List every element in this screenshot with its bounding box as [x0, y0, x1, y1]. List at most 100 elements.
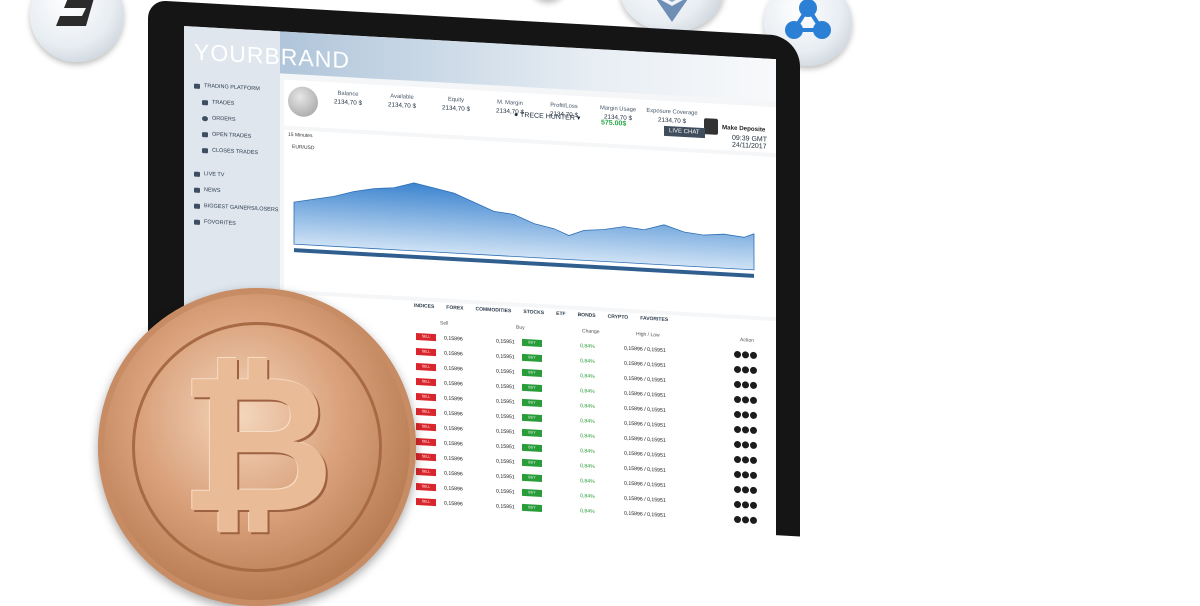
buy-button[interactable]: BUY — [522, 488, 542, 498]
chart-icon[interactable] — [742, 366, 749, 374]
buy-price: 0,15951 — [496, 473, 515, 481]
stat-exposure: Exposure Coverage 2134,70 $ — [646, 107, 698, 126]
sell-button[interactable]: SELL — [416, 407, 436, 417]
info-icon[interactable] — [734, 380, 741, 389]
chart-icon[interactable] — [742, 471, 749, 479]
price-area-chart — [293, 182, 755, 278]
sell-price: 0,15896 — [444, 335, 463, 343]
favorite-icon[interactable] — [750, 426, 757, 435]
chart-icon[interactable] — [742, 456, 749, 464]
chart-icon[interactable] — [742, 441, 749, 449]
tab-etf[interactable]: ETF — [556, 310, 566, 318]
favorite-icon[interactable] — [750, 396, 757, 405]
chart-icon[interactable] — [742, 501, 749, 509]
sell-button[interactable]: SELL — [416, 362, 436, 372]
favorite-icon[interactable] — [750, 411, 757, 420]
favorite-icon[interactable] — [750, 441, 757, 450]
info-icon[interactable] — [734, 500, 741, 509]
buy-button[interactable]: BUY — [522, 368, 542, 378]
row-actions — [734, 440, 757, 450]
star-icon — [194, 219, 200, 225]
change-value: 0,84% — [580, 373, 595, 380]
bitcoin-coin-icon: ₿ — [98, 288, 416, 606]
tab-bonds[interactable]: BONDS — [577, 312, 596, 320]
info-icon[interactable] — [734, 350, 741, 359]
row-actions — [734, 380, 757, 390]
buy-button[interactable]: BUY — [522, 413, 542, 423]
tab-favorites[interactable]: FAVORITES — [640, 315, 669, 324]
col-sell: Sell — [440, 320, 449, 327]
avatar[interactable] — [288, 85, 318, 118]
sell-button[interactable]: SELL — [416, 482, 436, 492]
tab-forex[interactable]: FOREX — [446, 304, 464, 312]
chart-icon[interactable] — [742, 411, 749, 419]
tablet-device: YOURBRAND TRADING PLATFORM TRADES ORDERS… — [148, 0, 800, 550]
sell-button[interactable]: SELL — [416, 452, 436, 462]
buy-button[interactable]: BUY — [522, 443, 542, 453]
sell-price: 0,15896 — [444, 485, 463, 493]
tab-indices[interactable]: INDICES — [414, 302, 435, 311]
info-icon[interactable] — [734, 395, 741, 404]
sell-button[interactable]: SELL — [416, 377, 436, 387]
buy-price: 0,15951 — [496, 458, 515, 466]
buy-button[interactable]: BUY — [522, 458, 542, 468]
sell-button[interactable]: SELL — [416, 422, 436, 432]
col-change: Change — [582, 328, 600, 336]
info-icon[interactable] — [734, 440, 741, 449]
buy-button[interactable]: BUY — [522, 353, 542, 363]
buy-price: 0,15951 — [496, 413, 515, 421]
tab-stocks[interactable]: STOCKS — [523, 308, 545, 317]
timeframe-selector[interactable]: 15 Minutes — [288, 131, 313, 140]
chart-icon[interactable] — [742, 486, 749, 494]
favorite-icon[interactable] — [750, 456, 757, 465]
sell-button[interactable]: SELL — [416, 437, 436, 447]
change-value: 0,84% — [580, 448, 595, 455]
buy-button[interactable]: BUY — [522, 473, 542, 483]
info-icon[interactable] — [734, 470, 741, 479]
tv-icon — [194, 171, 200, 177]
chart-icon[interactable] — [742, 516, 749, 524]
row-actions — [734, 500, 757, 510]
info-icon[interactable] — [734, 485, 741, 494]
sort-icon — [194, 203, 200, 209]
buy-button[interactable]: BUY — [522, 383, 542, 393]
row-actions — [734, 365, 757, 375]
favorite-icon[interactable] — [750, 366, 757, 375]
favorite-icon[interactable] — [750, 351, 757, 360]
sell-button[interactable]: SELL — [416, 497, 436, 507]
deposit-icon — [704, 118, 718, 135]
favorite-icon[interactable] — [750, 471, 757, 480]
buy-button[interactable]: BUY — [522, 338, 542, 348]
tab-crypto[interactable]: CRYPTO — [607, 313, 629, 321]
high-low-value: 0,15896 / 0,15951 — [624, 495, 666, 504]
favorite-icon[interactable] — [750, 381, 757, 390]
buy-price: 0,15951 — [496, 338, 515, 346]
sell-button[interactable]: SELL — [416, 467, 436, 477]
buy-button[interactable]: BUY — [522, 398, 542, 408]
high-low-value: 0,15896 / 0,15951 — [624, 390, 666, 399]
favorite-icon[interactable] — [750, 486, 757, 495]
price-chart: 15 Minutes EUR/USD — [284, 129, 776, 318]
favorite-icon[interactable] — [750, 516, 757, 525]
favorite-icon[interactable] — [750, 501, 757, 510]
sell-button[interactable]: SELL — [416, 392, 436, 402]
sell-price: 0,15896 — [444, 380, 463, 388]
row-actions — [734, 410, 757, 420]
tab-commodities[interactable]: COMMODITIES — [475, 306, 512, 315]
info-icon[interactable] — [734, 410, 741, 419]
info-icon[interactable] — [734, 455, 741, 464]
sell-price: 0,15896 — [444, 500, 463, 508]
high-low-value: 0,15896 / 0,15951 — [624, 480, 666, 489]
sell-button[interactable]: SELL — [416, 332, 436, 342]
chart-icon[interactable] — [742, 351, 749, 359]
chart-icon[interactable] — [742, 381, 749, 389]
buy-button[interactable]: BUY — [522, 428, 542, 438]
chart-icon[interactable] — [742, 396, 749, 404]
info-icon[interactable] — [734, 425, 741, 434]
info-icon[interactable] — [734, 365, 741, 374]
info-icon[interactable] — [734, 515, 741, 524]
sell-price: 0,15896 — [444, 425, 463, 433]
chart-icon[interactable] — [742, 426, 749, 434]
buy-button[interactable]: BUY — [522, 503, 542, 513]
sell-button[interactable]: SELL — [416, 347, 436, 357]
